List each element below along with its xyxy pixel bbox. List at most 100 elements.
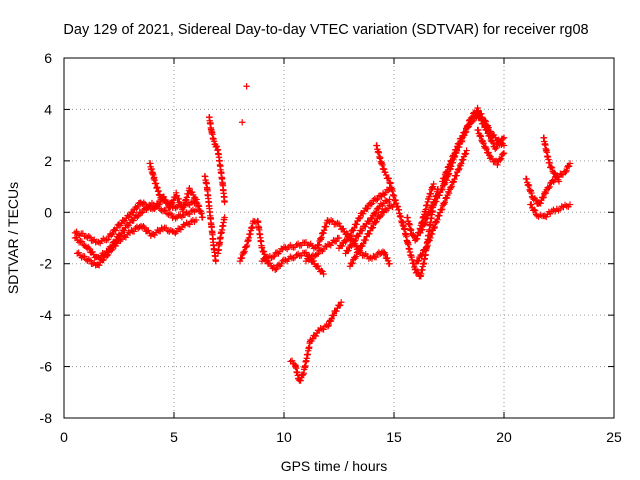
data-point [475,126,482,134]
data-point [384,257,392,264]
data-point [366,230,373,238]
data-point [523,175,530,183]
data-point [555,178,563,185]
y-tick-labels: -8 -6 -4 -2 0 2 4 6 [40,50,53,426]
data-point [269,253,277,261]
data-point [371,210,379,218]
data-point [221,214,228,221]
data-point [464,124,472,131]
data-point [441,199,449,206]
y-tick-label: 0 [44,204,52,220]
data-point [421,219,429,226]
data-point [330,312,338,319]
data-point [438,205,446,213]
data-point [335,234,343,242]
data-point [347,231,355,239]
data-point [367,254,374,261]
data-point [113,240,120,247]
data-point [566,201,574,208]
data-point [315,241,323,248]
data-point [221,198,228,206]
data-point [108,247,115,254]
data-point [546,183,553,191]
data-point [297,377,304,384]
x-tick-label: 20 [496,429,512,445]
data-point [99,250,106,257]
data-point [325,321,332,329]
data-point [436,212,443,219]
data-point [530,206,538,213]
data-point [383,197,390,205]
data-point [431,223,438,231]
data-point [500,142,508,149]
data-point [451,176,458,183]
data-point [433,198,440,205]
data-point [139,209,146,216]
data-point [448,158,455,165]
data-point [436,192,443,199]
data-point [540,194,547,201]
chart-title: Day 129 of 2021, Sidereal Day-to-day VTE… [63,22,588,38]
data-point [339,242,346,250]
data-point [166,204,173,212]
data-point [314,262,322,270]
data-point [421,246,429,254]
data-point [75,239,83,246]
data-point [266,260,274,267]
data-point [320,326,327,333]
data-point [373,218,380,225]
data-point [260,248,268,255]
grid [64,58,614,418]
data-points [71,83,574,384]
x-tick-label: 25 [606,429,622,445]
data-point [288,357,296,364]
plot-frame [63,57,615,419]
data-point [86,245,93,252]
data-point [451,150,458,157]
data-point [272,266,279,273]
data-point [96,262,103,269]
data-point [75,249,82,256]
data-point [241,248,248,255]
data-point [173,192,181,199]
data-point [239,119,246,126]
data-point [324,323,332,330]
data-point [108,231,115,239]
data-point [144,204,152,211]
data-point [304,255,311,262]
data-point [189,188,196,196]
data-point [427,234,434,242]
data-point [356,215,363,222]
data-point [483,126,491,134]
data-point [352,237,359,244]
data-point [566,160,574,167]
data-point [349,259,356,267]
data-point [309,335,316,343]
data-point [273,265,280,273]
data-point [479,138,486,145]
y-tick-label: 2 [44,153,52,169]
data-point [426,208,434,216]
data-point [497,155,505,162]
data-point [317,246,325,253]
x-axis-label: GPS time / hours [281,458,388,474]
data-point [376,213,383,221]
data-point [420,220,427,227]
data-point [86,234,94,241]
data-point [426,209,433,217]
data-point [170,197,177,204]
data-point [372,253,380,261]
data-point [199,214,206,221]
data-point [438,186,445,194]
data-point [121,227,128,234]
data-point [328,315,335,322]
data-point [302,239,310,246]
data-point [86,257,94,264]
data-point [141,200,149,208]
data-point [477,114,484,121]
data-point [362,223,369,230]
data-point [261,251,268,258]
data-point [151,205,158,213]
data-point [477,132,484,139]
data-point [134,213,141,220]
